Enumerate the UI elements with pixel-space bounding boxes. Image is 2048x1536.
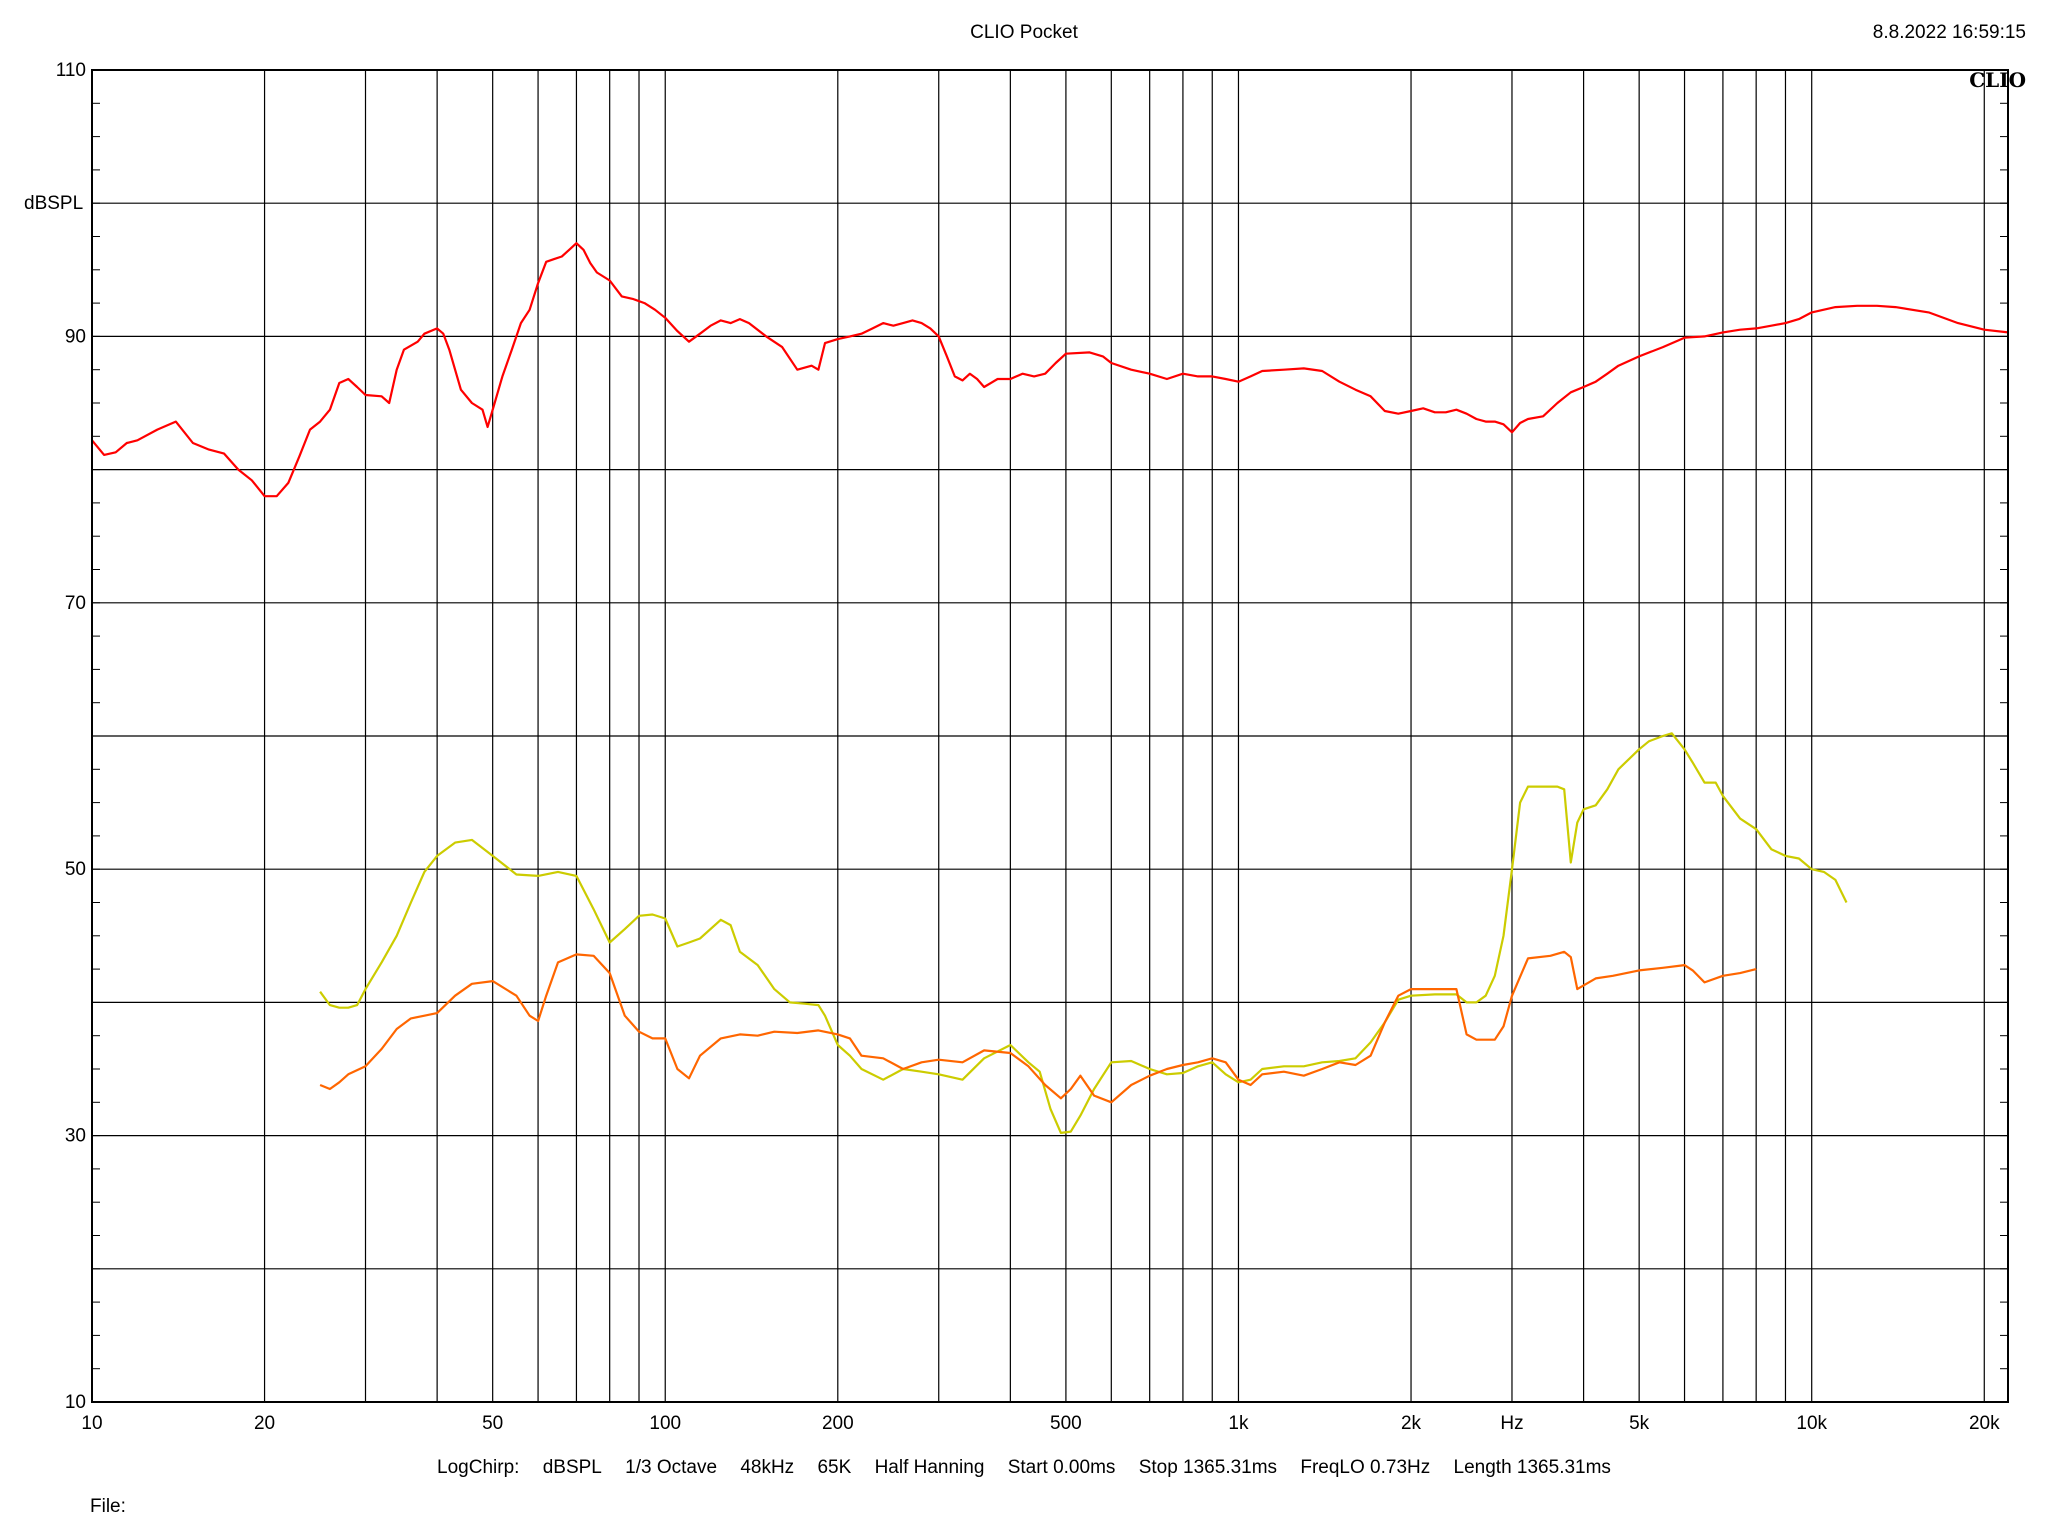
y-tick-label: 90 [65,326,86,347]
y-tick-label: 30 [65,1126,86,1147]
tick-labels: 10 20 50 100 200 500 1k 2k Hz 5k 10k 20k 110 90 70 50 30… [56,60,2000,1434]
y-tick-label: 110 [56,60,86,81]
setting-size: 65K [817,1457,852,1478]
series-line-3 [319,950,1757,1104]
x-tick-label: 1k [1228,1413,1249,1434]
x-tick-label: Hz [1500,1413,1523,1434]
setting-mode: LogChirp: [437,1457,520,1478]
y-tick-label: 70 [65,593,86,614]
series-line-2 [319,732,1848,1134]
setting-start: Start 0.00ms [1007,1457,1116,1478]
timestamp: 8.8.2022 16:59:15 [1872,22,2026,43]
x-tick-label: 2k [1401,1413,1422,1434]
setting-unit: dBSPL [542,1457,602,1478]
measurement-settings: LogChirp: dBSPL 1/3 Octave 48kHz 65K Hal… [0,1457,2048,1479]
series-line-1 [91,242,2009,498]
x-tick-label: 50 [482,1413,503,1434]
setting-freqlo: FreqLO 0.73Hz [1300,1457,1431,1478]
setting-samplerate: 48kHz [740,1457,795,1478]
chart-title: CLIO Pocket [970,22,1078,43]
y-axis-label: dBSPL [24,193,84,214]
y-tick-label: 10 [65,1392,86,1413]
x-tick-label: 20 [254,1413,275,1434]
setting-smoothing: 1/3 Octave [625,1457,718,1478]
setting-window: Half Hanning [874,1457,985,1478]
x-tick-label: 500 [1050,1413,1082,1434]
x-tick-label: 100 [649,1413,681,1434]
x-tick-label: 20k [1969,1413,2000,1434]
series-layer [91,242,2009,1134]
setting-stop: Stop 1365.31ms [1138,1457,1278,1478]
x-tick-label: 10k [1796,1413,1827,1434]
file-label: File: [90,1496,126,1517]
x-tick-label: 5k [1629,1413,1650,1434]
x-tick-label: 10 [81,1413,102,1434]
y-tick-label: 50 [65,859,86,880]
grid-lines [91,69,2008,1403]
clio-logo: CLIO [1969,68,2026,92]
x-tick-label: 200 [822,1413,854,1434]
plot-frame [91,69,2009,1403]
setting-length: Length 1365.31ms [1453,1457,1611,1478]
